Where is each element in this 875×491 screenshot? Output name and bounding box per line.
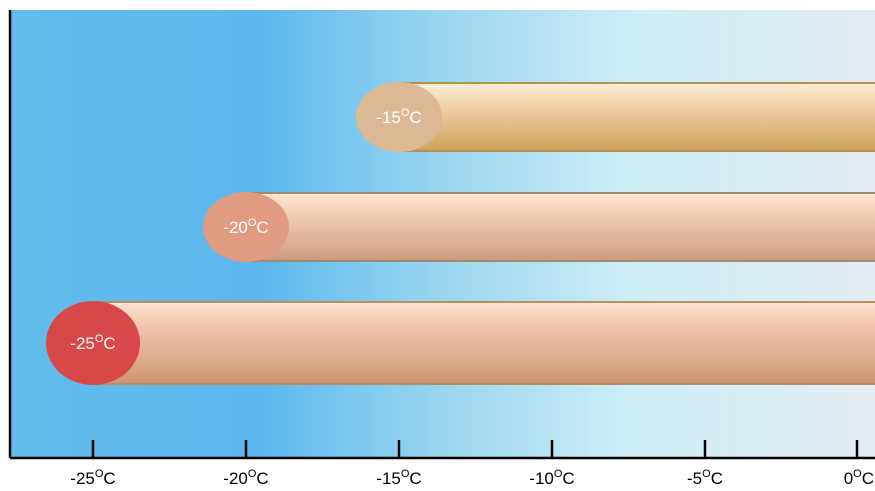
bar-tube: [246, 192, 875, 262]
x-tick-label: -20OC: [223, 468, 268, 488]
bars: -15OC -20OC -25OC: [46, 82, 875, 385]
bar-1: -20OC: [203, 192, 875, 262]
x-tick-label: -15OC: [376, 468, 421, 488]
x-tick-label: 0OC: [844, 468, 874, 488]
bar-2: -25OC: [46, 301, 875, 385]
x-axis-ticks: -25OC -20OC -15OC -10OC -5OC 0OC: [70, 440, 874, 488]
x-tick-label: -5OC: [687, 468, 723, 488]
x-tick-label: -10OC: [529, 468, 574, 488]
bar-value-label: -15OC: [376, 107, 421, 127]
bar-end-cap: [356, 82, 442, 152]
bar-tube: [399, 82, 875, 152]
x-tick-label: -25OC: [70, 468, 115, 488]
bar-tube: [93, 301, 875, 385]
bar-end-cap: [203, 192, 289, 262]
bar-0: -15OC: [356, 82, 875, 152]
bar-end-cap: [46, 301, 140, 385]
bar-value-label: -20OC: [223, 217, 268, 237]
bar-value-label: -25OC: [70, 333, 115, 353]
